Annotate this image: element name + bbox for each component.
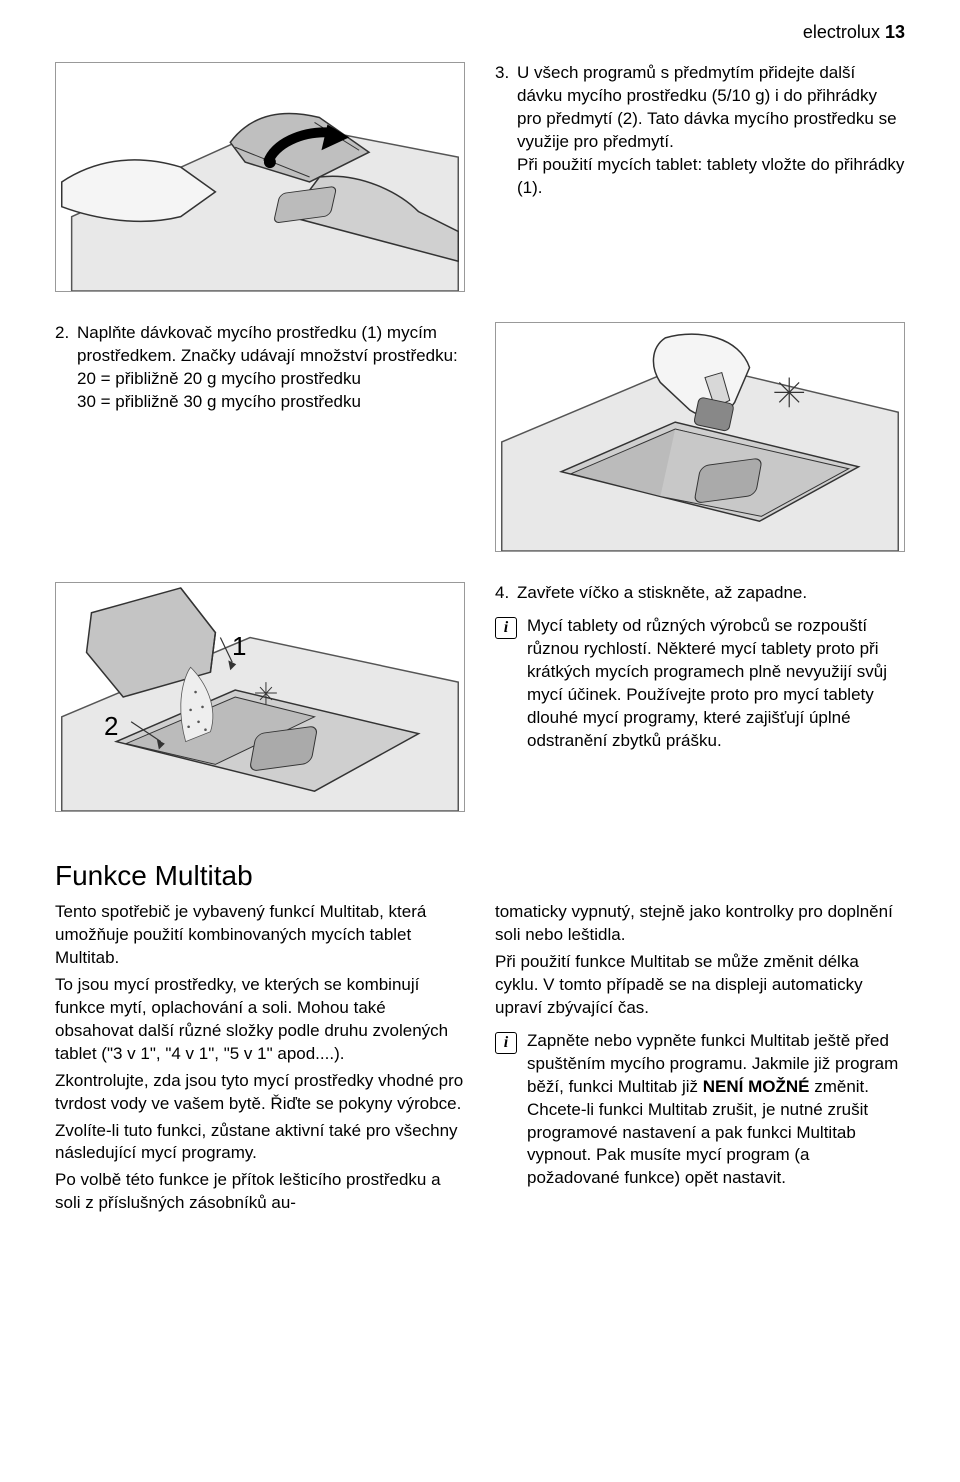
step-3: 3. U všech programů s předmytím přidejte… [495,62,905,200]
multitab-p1: Tento spotřebič je vybavený funkcí Multi… [55,901,465,970]
illustration-open-lid [55,62,465,292]
multitab-p5: Po volbě této funkce je přítok lešticího… [55,1169,465,1215]
step-number: 4. [495,582,517,605]
section-title-multitab: Funkce Multitab [55,857,905,895]
info-multitab: i Zapněte nebo vypněte funkci Multitab j… [495,1030,905,1191]
info-icon: i [495,617,517,639]
info-tablets-text: Mycí tablety od různých výrobců se rozpo… [527,615,905,753]
step-4: 4. Zavřete víčko a stiskněte, až zapadne… [495,582,905,605]
step-2-line30: 30 = přibližně 30 g mycího prostředku [77,392,361,411]
step-4-text: Zavřete víčko a stiskněte, až zapadne. [517,582,807,605]
illustration-pour-detergent: 1 2 [55,582,465,812]
page-number: 13 [885,22,905,42]
multitab-right-p2: Při použití funkce Multitab se může změn… [495,951,905,1020]
step-2-line20: 20 = přibližně 20 g mycího prostředku [77,369,361,388]
multitab-p2: To jsou mycí prostředky, ve kterých se k… [55,974,465,1066]
brand-label: electrolux [803,22,880,42]
info-tablets: i Mycí tablety od různých výrobců se roz… [495,615,905,753]
callout-2: 2 [104,709,118,744]
callout-1: 1 [232,629,246,664]
multitab-p3: Zkontrolujte, zda jsou tyto mycí prostře… [55,1070,465,1116]
step-2-text: Naplňte dávkovač mycího prostředku (1) m… [77,323,458,365]
multitab-p4: Zvolíte-li tuto funkci, zůstane aktivní … [55,1120,465,1166]
step-2: 2. Naplňte dávkovač mycího prostředku (1… [55,322,465,414]
multitab-right-p1: tomaticky vypnutý, stejně jako kontrolky… [495,901,905,947]
step-3-text2: Při použití mycích tablet: tablety vložt… [517,155,904,197]
info-multitab-text: Zapněte nebo vypněte funkci Multitab ješ… [527,1030,905,1191]
step-number: 3. [495,62,517,200]
step-3-text: U všech programů s předmytím přidejte da… [517,63,897,151]
bold-neni-mozne: NENÍ MOŽNÉ [703,1077,810,1096]
step-number: 2. [55,322,77,414]
page-header: electrolux 13 [55,20,905,44]
info-icon: i [495,1032,517,1054]
illustration-insert-tablet [495,322,905,552]
